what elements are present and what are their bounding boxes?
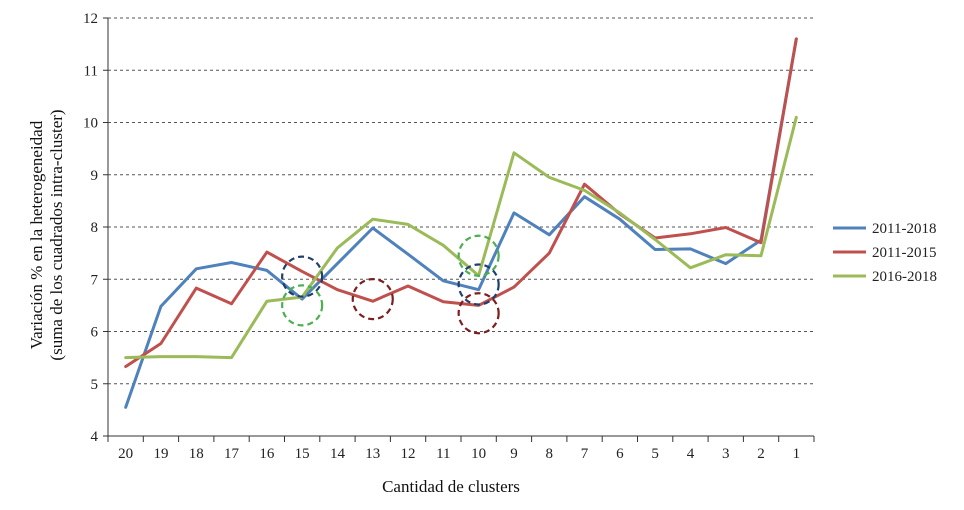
x-tick-label: 14 <box>330 446 346 462</box>
axes <box>103 17 815 442</box>
y-tick-label: 10 <box>83 116 98 132</box>
annotation-circle <box>351 278 394 321</box>
x-tick-label: 19 <box>153 446 168 462</box>
y-tick-label: 7 <box>91 272 99 288</box>
x-tick-label: 15 <box>295 446 310 462</box>
x-tick-label: 4 <box>687 446 695 462</box>
series-line-2011-2015 <box>124 37 798 368</box>
x-tick-label: 16 <box>259 446 275 462</box>
annotation-circles <box>281 234 500 335</box>
series-line-2016-2018 <box>124 115 798 360</box>
x-tick-label: 1 <box>793 446 801 462</box>
annotation-circle <box>457 263 500 306</box>
x-tick-label: 18 <box>189 446 204 462</box>
legend-label: 2011-2018 <box>872 221 936 237</box>
annotation-circle <box>281 255 324 298</box>
y-tick-label: 11 <box>84 63 98 79</box>
x-tick-label: 7 <box>581 446 589 462</box>
gridlines <box>108 17 814 385</box>
legend-label: 2011-2015 <box>872 245 936 261</box>
y-tick-label: 8 <box>91 220 99 236</box>
x-tick-label: 3 <box>722 446 730 462</box>
legend: 2011-2018 2011-2015 2016-2018 <box>833 221 937 285</box>
x-tick-label: 5 <box>651 446 659 462</box>
series-lines <box>124 37 798 409</box>
y-tick-label: 6 <box>91 325 99 341</box>
annotation-circle <box>281 284 324 327</box>
annotation-circle <box>457 234 500 277</box>
x-tick-label: 2 <box>757 446 765 462</box>
y-tick-label: 4 <box>91 429 99 445</box>
series-line-2011-2018 <box>124 37 798 409</box>
y-axis-title-line-2: (suma de los cuadrados intra-cluster) <box>47 109 66 360</box>
x-tick-label: 20 <box>118 446 133 462</box>
y-tick-label: 12 <box>83 11 98 27</box>
x-tick-label: 10 <box>471 446 486 462</box>
x-tick-label: 17 <box>224 446 240 462</box>
x-tick-label: 9 <box>510 446 518 462</box>
x-tick-label: 11 <box>436 446 450 462</box>
y-tick-label: 9 <box>91 168 99 184</box>
legend-label: 2016-2018 <box>872 269 937 285</box>
x-tick-label: 8 <box>546 446 554 462</box>
y-tick-label: 5 <box>91 377 99 393</box>
x-axis-title: Cantidad de clusters <box>382 477 520 496</box>
y-axis-title: Variación % en la heterogeneidad (suma d… <box>27 109 66 360</box>
x-tick-label: 12 <box>401 446 416 462</box>
annotation-circle <box>457 292 500 335</box>
y-axis-title-line-1: Variación % en la heterogeneidad <box>27 120 46 349</box>
x-tick-label: 6 <box>616 446 624 462</box>
x-tick-label: 13 <box>365 446 380 462</box>
